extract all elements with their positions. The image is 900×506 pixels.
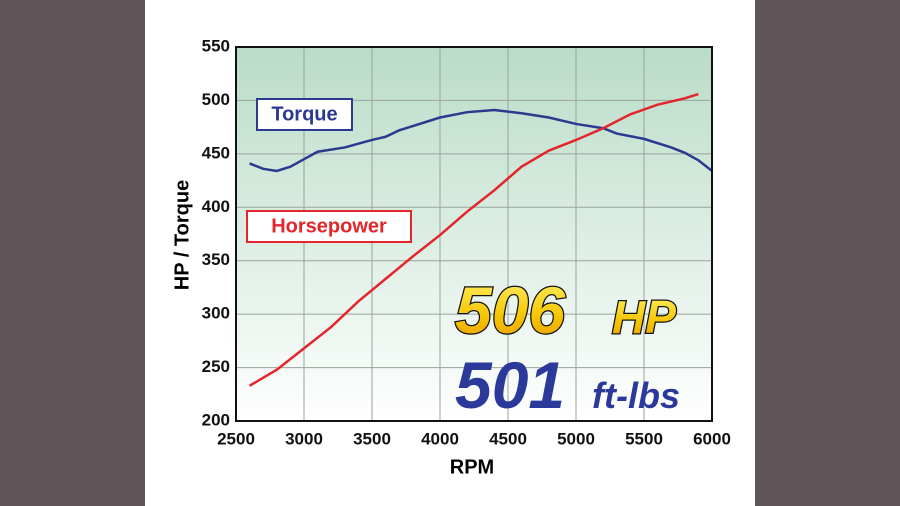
hp-number: 506 [455, 273, 566, 347]
y-tick-label: 350 [202, 250, 230, 269]
plot-border [235, 46, 713, 422]
y-tick-label: 400 [202, 197, 230, 216]
y-axis-title: HP / Torque [171, 180, 193, 290]
series-line [249, 108, 713, 173]
y-tick-label: 450 [202, 143, 230, 162]
y-tick-label: 550 [202, 36, 230, 55]
x-tick-label: 3500 [353, 429, 391, 448]
legend-label: Horsepower [271, 215, 387, 237]
y-tick-label: 250 [202, 357, 230, 376]
y-tick-label: 200 [202, 410, 230, 429]
x-tick-label: 3000 [285, 429, 323, 448]
legend-box [246, 210, 412, 243]
hp-unit: HP [612, 291, 676, 343]
x-tick-label: 4000 [421, 429, 459, 448]
x-tick-label: 2500 [217, 429, 255, 448]
x-tick-label: 5500 [625, 429, 663, 448]
y-tick-label: 300 [202, 304, 230, 323]
torque-number: 501 [455, 348, 565, 422]
legend-label: Torque [271, 103, 337, 125]
x-tick-label: 4500 [489, 429, 527, 448]
torque-unit: ft-lbs [592, 375, 680, 416]
y-tick-label: 500 [202, 90, 230, 109]
legend-box [256, 98, 353, 131]
series-line [248, 92, 699, 387]
x-axis-title: RPM [450, 456, 494, 478]
x-tick-label: 5000 [557, 429, 595, 448]
x-tick-label: 6000 [693, 429, 731, 448]
